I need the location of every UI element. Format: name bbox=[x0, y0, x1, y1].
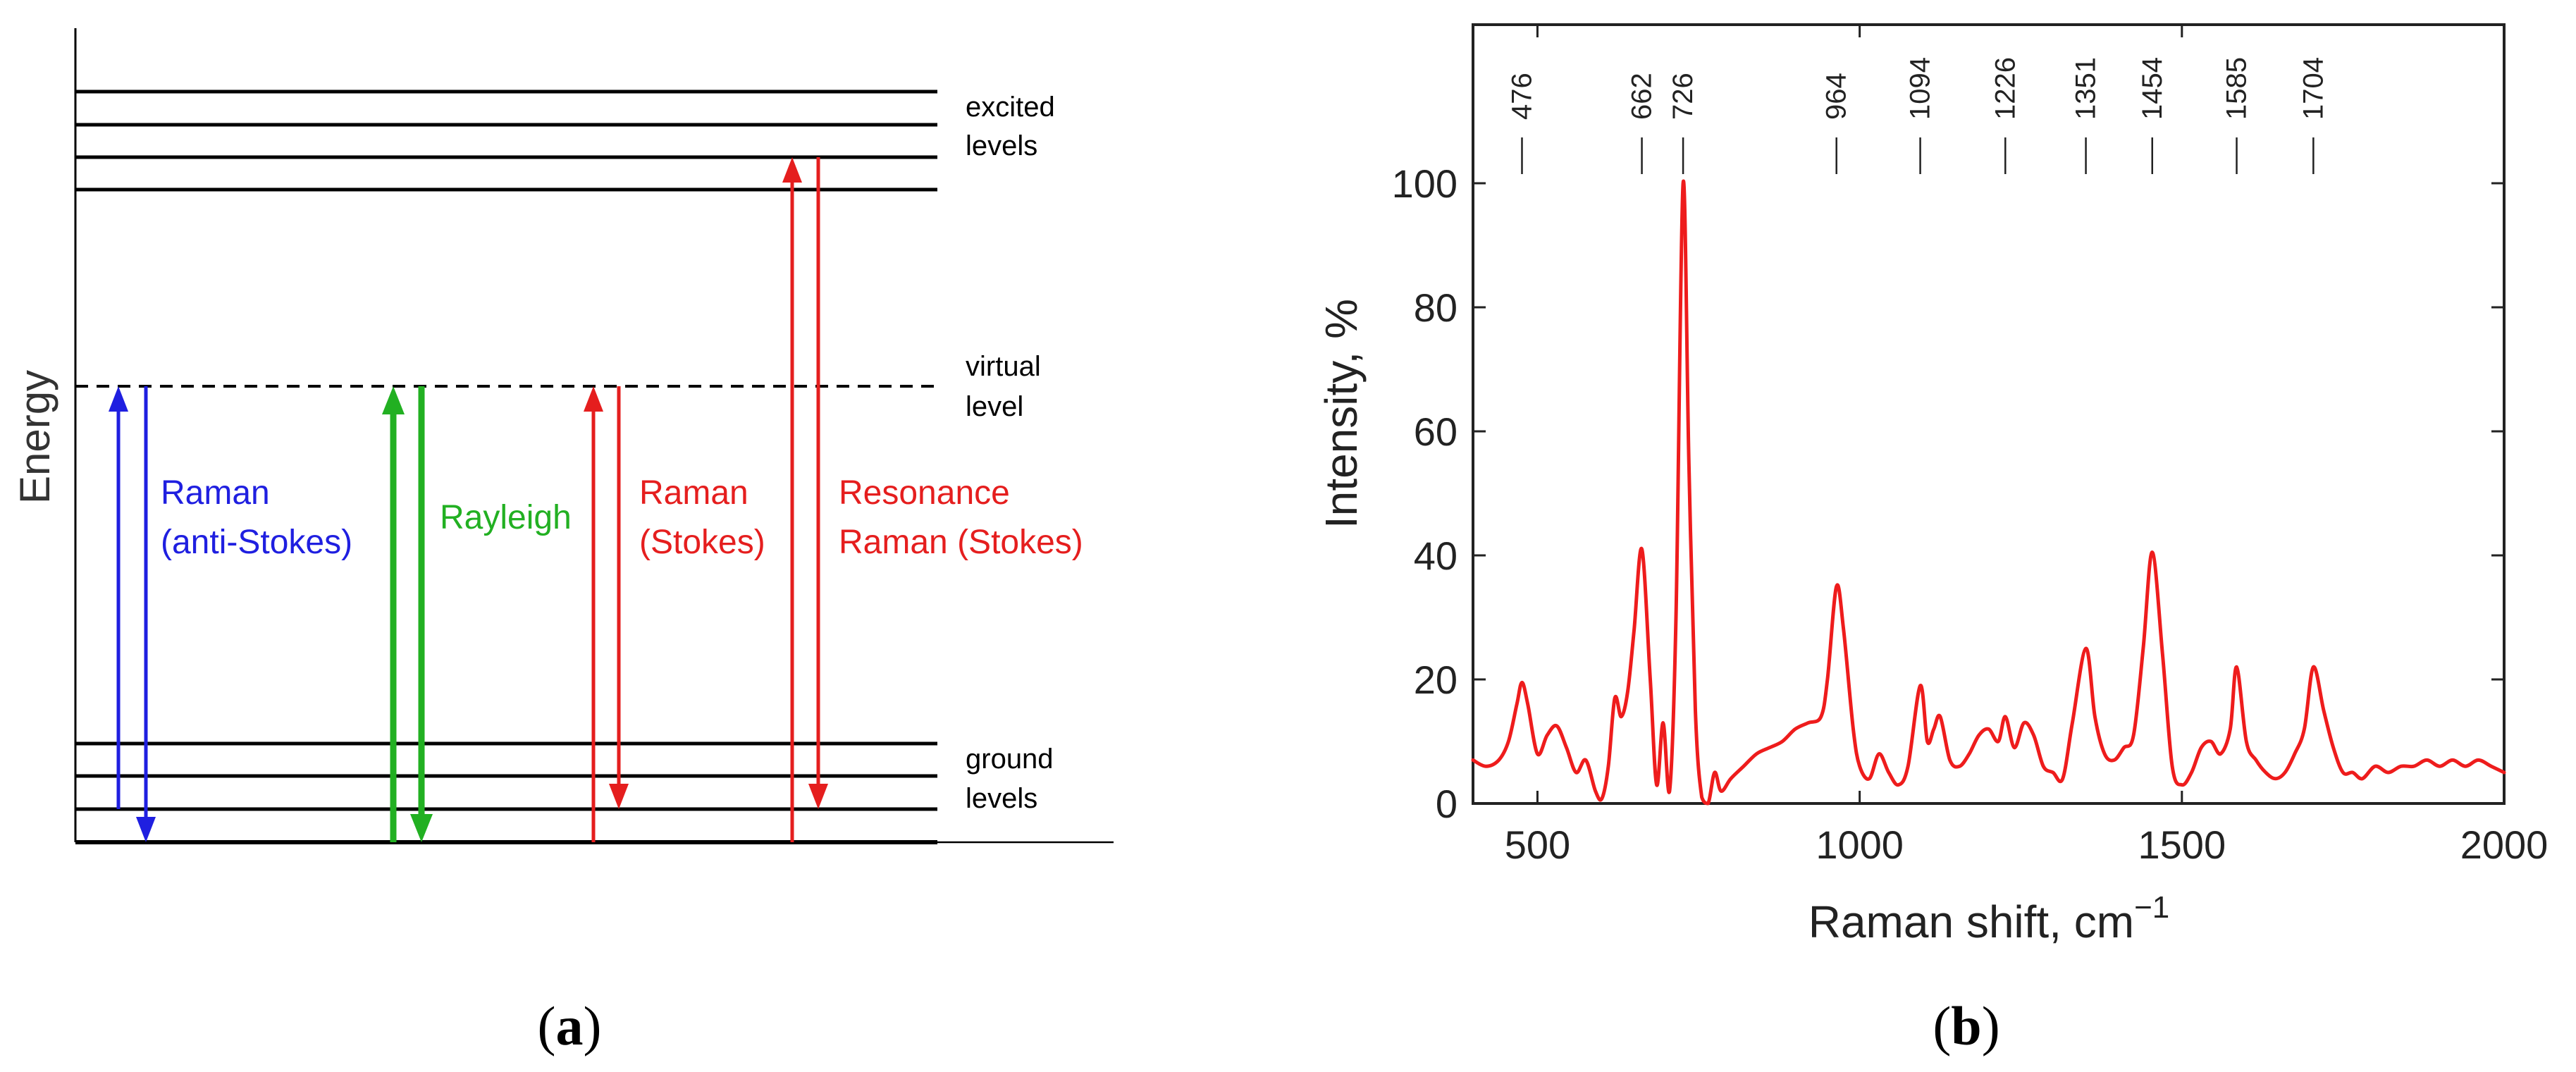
x-axis-label-superscript: −1 bbox=[2134, 890, 2169, 925]
y-axis-label: Intensity, % bbox=[1316, 299, 1367, 529]
peak-label: 726 bbox=[1668, 73, 1699, 120]
peak-label: 1351 bbox=[2071, 57, 2102, 120]
arrow-head-down bbox=[410, 814, 433, 842]
raman-spectrum-chart: 0 20 40 60 80 100 500 1000 1500 2000 476 662 726 96… bbox=[1316, 23, 2549, 1056]
x-tick-label: 500 bbox=[1505, 823, 1570, 867]
peak-label: 1704 bbox=[2298, 57, 2329, 120]
energy-level-diagram: Energy excited levels virtual level grou… bbox=[11, 28, 1114, 1056]
spectrum-line bbox=[1471, 179, 2506, 806]
arrow-head-down bbox=[609, 784, 629, 809]
peak-label: 1454 bbox=[2137, 57, 2168, 120]
resonance-raman-label-line2: Raman (Stokes) bbox=[839, 524, 1083, 561]
raman-stokes-label-line1: Raman bbox=[639, 474, 748, 512]
virtual-level-label-line1: virtual bbox=[966, 351, 1041, 382]
raman-stokes-label-line2: (Stokes) bbox=[639, 524, 765, 561]
peak-markers: 476 662 726 964 1094 1226 1351 1454 1585 1704 bbox=[1506, 57, 2329, 174]
arrow-head-up bbox=[584, 386, 603, 412]
peak-label: 964 bbox=[1821, 73, 1852, 120]
y-tick-label: 20 bbox=[1414, 658, 1458, 702]
y-tick-label: 60 bbox=[1414, 409, 1458, 454]
x-axis: 500 1000 1500 2000 bbox=[1505, 25, 2549, 867]
ground-levels-label-line1: ground bbox=[966, 744, 1054, 775]
energy-axis-label: Energy bbox=[11, 370, 58, 504]
ground-levels-label-line2: levels bbox=[966, 783, 1037, 814]
panel-a-caption: (a) bbox=[538, 995, 602, 1056]
rayleigh-label: Rayleigh bbox=[440, 499, 572, 536]
peak-label: 1585 bbox=[2221, 57, 2253, 120]
excited-levels-label-line1: excited bbox=[966, 92, 1055, 123]
y-axis: 0 20 40 60 80 100 bbox=[1392, 161, 2504, 826]
raman-anti-stokes-transition: Raman (anti-Stokes) bbox=[109, 386, 352, 842]
y-tick-label: 40 bbox=[1414, 534, 1458, 578]
peak-label: 662 bbox=[1627, 73, 1658, 120]
x-tick-label: 2000 bbox=[2460, 823, 2549, 867]
raman-anti-stokes-label-line2: (anti-Stokes) bbox=[161, 524, 352, 561]
y-tick-label: 80 bbox=[1414, 285, 1458, 330]
x-axis-label: Raman shift, cm−1 bbox=[1808, 890, 2170, 947]
arrow-head-down bbox=[808, 784, 828, 809]
rayleigh-transition: Rayleigh bbox=[382, 386, 572, 842]
x-tick-label: 1500 bbox=[2138, 823, 2226, 867]
plot-frame bbox=[1472, 23, 2506, 805]
resonance-raman-stokes-transition: Resonance Raman (Stokes) bbox=[782, 157, 1083, 842]
y-tick-label: 0 bbox=[1436, 782, 1458, 826]
arrow-head-up bbox=[382, 386, 405, 414]
arrow-head-up bbox=[782, 157, 802, 183]
peak-label: 1094 bbox=[1905, 57, 1936, 120]
virtual-level-label-line2: level bbox=[966, 391, 1023, 422]
x-tick-label: 1000 bbox=[1816, 823, 1904, 867]
raman-anti-stokes-label-line1: Raman bbox=[161, 474, 270, 512]
raman-stokes-transition: Raman (Stokes) bbox=[584, 386, 765, 842]
resonance-raman-label-line1: Resonance bbox=[839, 474, 1010, 512]
arrow-head-down bbox=[136, 817, 156, 842]
peak-label: 1226 bbox=[1990, 57, 2021, 120]
excited-levels-label-line2: levels bbox=[966, 130, 1037, 161]
arrow-head-up bbox=[109, 386, 128, 412]
y-tick-label: 100 bbox=[1392, 161, 1458, 206]
panel-b-caption: (b) bbox=[1933, 995, 1999, 1056]
peak-label: 476 bbox=[1506, 73, 1537, 120]
